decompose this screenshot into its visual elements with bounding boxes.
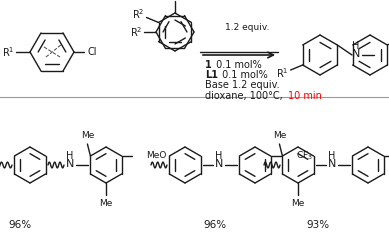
Text: dioxane, 100°C,: dioxane, 100°C, xyxy=(205,91,286,101)
Text: 1: 1 xyxy=(205,60,212,70)
Text: R$^1$: R$^1$ xyxy=(277,66,289,80)
Text: N: N xyxy=(66,159,74,169)
Text: 96%: 96% xyxy=(203,220,226,230)
Text: 10 min: 10 min xyxy=(288,91,322,101)
Text: N: N xyxy=(352,49,360,59)
Text: R$^1$: R$^1$ xyxy=(2,45,14,59)
Text: Me: Me xyxy=(291,199,305,208)
Text: Base 1.2 equiv.: Base 1.2 equiv. xyxy=(205,80,280,90)
Text: Me: Me xyxy=(99,199,113,208)
Text: CF$_3$: CF$_3$ xyxy=(296,150,313,162)
Text: 93%: 93% xyxy=(307,220,329,230)
Text: Me: Me xyxy=(81,132,94,141)
Text: 0.1 mol%: 0.1 mol% xyxy=(213,60,262,70)
Text: MeO: MeO xyxy=(147,152,167,161)
Text: H: H xyxy=(352,41,360,51)
Text: R$^2$: R$^2$ xyxy=(132,8,145,21)
Text: L1: L1 xyxy=(205,70,218,80)
Text: 0.1 mol%: 0.1 mol% xyxy=(219,70,268,80)
Text: H: H xyxy=(66,151,74,161)
Text: N: N xyxy=(215,159,223,169)
Text: Me: Me xyxy=(273,132,286,141)
Text: N: N xyxy=(328,159,336,169)
Text: 1.2 equiv.: 1.2 equiv. xyxy=(225,24,269,32)
Text: H: H xyxy=(328,151,336,161)
Text: H: H xyxy=(216,151,223,161)
Text: 96%: 96% xyxy=(9,220,32,230)
Text: Cl: Cl xyxy=(87,47,97,57)
Text: R$^2$: R$^2$ xyxy=(130,25,142,39)
